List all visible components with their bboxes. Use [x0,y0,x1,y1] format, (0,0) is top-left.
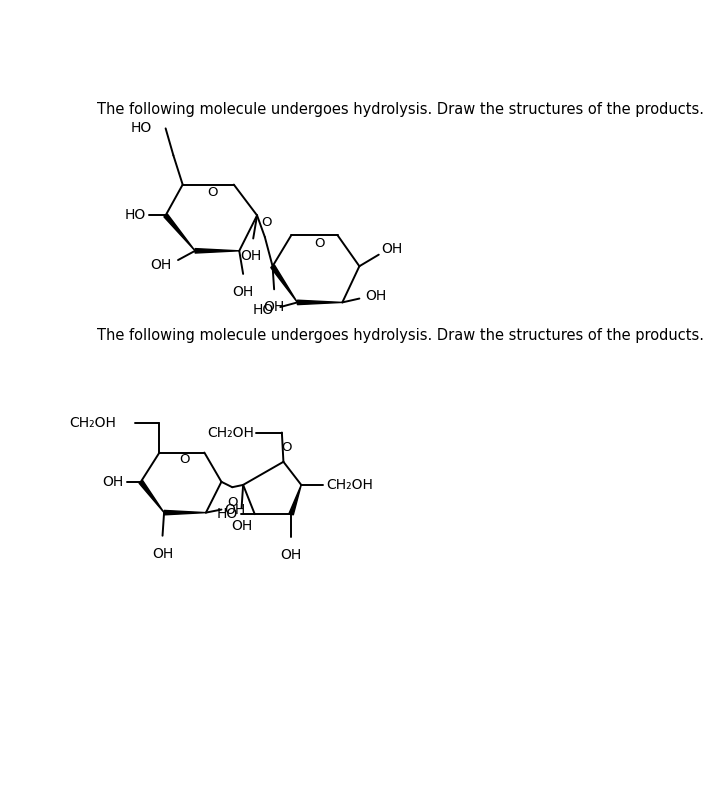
Text: The following molecule undergoes hydrolysis. Draw the structures of the products: The following molecule undergoes hydroly… [97,328,704,343]
Text: CH₂OH: CH₂OH [326,478,373,492]
Polygon shape [271,265,298,303]
Text: OH: OH [366,289,387,303]
Polygon shape [164,214,195,251]
Text: O: O [227,496,238,510]
Text: HO: HO [130,121,152,136]
Text: OH: OH [102,475,124,489]
Text: HO: HO [253,303,274,317]
Text: CH₂OH: CH₂OH [69,416,116,430]
Text: HO: HO [124,207,145,222]
Text: OH: OH [264,300,285,314]
Text: OH: OH [231,518,252,533]
Text: OH: OH [240,249,262,264]
Text: OH: OH [281,548,302,562]
Text: OH: OH [381,242,403,256]
Text: O: O [314,237,324,249]
Text: OH: OH [233,285,254,299]
Text: OH: OH [224,503,246,517]
Polygon shape [298,300,343,305]
Polygon shape [195,249,239,253]
Polygon shape [139,480,164,513]
Text: O: O [180,453,190,466]
Text: O: O [261,216,271,229]
Polygon shape [164,511,206,515]
Text: O: O [281,441,292,454]
Text: HO: HO [216,507,238,521]
Text: OH: OH [152,546,173,561]
Text: CH₂OH: CH₂OH [207,426,254,440]
Text: The following molecule undergoes hydrolysis. Draw the structures of the products: The following molecule undergoes hydroly… [97,102,704,117]
Text: O: O [208,186,218,198]
Polygon shape [289,485,301,515]
Text: OH: OH [151,258,172,272]
